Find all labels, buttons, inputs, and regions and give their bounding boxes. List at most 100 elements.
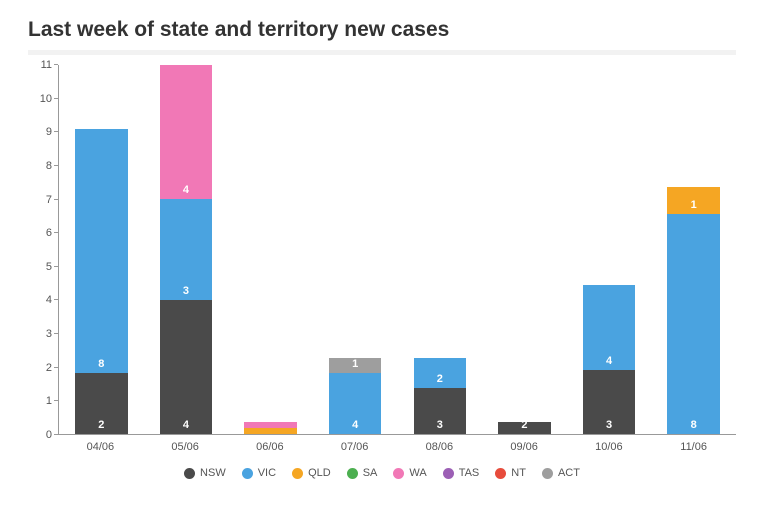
bar-segment-vic: 8 [75,129,127,373]
bar-segment-qld: 1 [667,187,719,214]
bar-slot: 32 [398,65,483,434]
y-tick-label: 6 [46,227,52,239]
segment-value-label: 1 [267,413,273,425]
segment-value-label: 8 [98,358,104,370]
segment-value-label: 1 [352,358,358,370]
bar-segment-vic: 4 [583,285,635,370]
legend: NSW VIC QLD SA WA TAS NT ACT [28,467,736,479]
segment-value-label: 8 [691,419,697,431]
segment-value-label: 2 [437,373,443,385]
legend-label: NT [511,467,526,479]
bar-segment-nsw: 3 [583,370,635,434]
bar-slot: 28 [59,65,144,434]
title-underline [28,50,736,55]
segment-value-label: 3 [606,419,612,431]
legend-swatch-icon [184,468,195,479]
bar-segment-nsw: 2 [75,373,127,434]
y-tick-label: 4 [46,294,52,306]
bar-segment-vic: 4 [329,373,381,434]
y-tick-label: 10 [40,93,52,105]
y-tick-label: 8 [46,160,52,172]
bar: 2 [498,367,550,434]
x-axis-labels: 04/0605/0606/0607/0608/0609/0610/0611/06 [58,435,736,453]
legend-item-wa: WA [393,467,426,479]
segment-value-label: 4 [183,419,189,431]
bar-slot: 41 [313,65,398,434]
bar: 41 [329,266,381,434]
bar-segment-vic: 8 [667,214,719,434]
legend-item-nsw: NSW [184,467,226,479]
legend-swatch-icon [242,468,253,479]
x-tick-label: 08/06 [397,441,482,453]
segment-value-label: 4 [352,419,358,431]
y-tick-label: 11 [41,59,52,71]
bar-segment-nsw: 2 [498,422,550,434]
bar: 32 [414,266,466,434]
y-axis: 01234567891011 [28,65,58,435]
bar: 4 3 4 [160,65,212,434]
bar-segment-vic: 2 [414,358,466,388]
bar: 34 [583,199,635,434]
chart-container: Last week of state and territory new cas… [0,0,758,511]
segment-value-label: 3 [437,419,443,431]
bar-slot: 81 [651,65,736,434]
bar-segment-wa: 1 [244,422,296,428]
segment-value-label: 3 [183,285,189,297]
bar-slot: 34 [567,65,652,434]
segment-value-label: 4 [183,184,189,196]
legend-item-sa: SA [347,467,378,479]
legend-swatch-icon [292,468,303,479]
y-tick-label: 7 [46,194,52,206]
bar-segment-wa: 4 [160,65,212,199]
bar-slot: 4 3 4 [144,65,229,434]
bar-slot: 2 [482,65,567,434]
segment-value-label: 2 [98,419,104,431]
segment-value-label: 1 [691,199,697,211]
y-tick-label: 5 [46,261,52,273]
segment-value-label: 4 [606,355,612,367]
legend-label: ACT [558,467,580,479]
x-tick-label: 10/06 [567,441,652,453]
legend-swatch-icon [443,468,454,479]
y-tick-label: 9 [46,126,52,138]
bar: 81 [667,132,719,434]
chart-title: Last week of state and territory new cas… [28,18,736,42]
bar: 28 [75,99,127,434]
plot-area: 2843411413223481 [58,65,736,435]
legend-item-tas: TAS [443,467,480,479]
bar-segment-vic: 3 [160,199,212,300]
y-tick-label: 2 [46,362,52,374]
x-tick-label: 07/06 [312,441,397,453]
bar-segment-act: 1 [329,358,381,373]
bar-segment-nsw: 4 [160,300,212,434]
bar-slot: 11 [228,65,313,434]
x-tick-label: 04/06 [58,441,143,453]
x-tick-label: 06/06 [228,441,313,453]
legend-item-vic: VIC [242,467,276,479]
bars-region: 2843411413223481 [59,65,736,434]
bar-segment-nsw: 3 [414,388,466,434]
legend-label: SA [363,467,378,479]
y-tick-label: 1 [46,395,52,407]
legend-swatch-icon [495,468,506,479]
legend-label: WA [409,467,426,479]
legend-item-qld: QLD [292,467,331,479]
bar: 11 [244,367,296,434]
legend-label: NSW [200,467,226,479]
legend-swatch-icon [393,468,404,479]
legend-item-nt: NT [495,467,526,479]
legend-swatch-icon [347,468,358,479]
plot-wrap: 01234567891011 2843411413223481 [28,65,736,435]
legend-swatch-icon [542,468,553,479]
bar-segment-qld: 1 [244,428,296,434]
legend-item-act: ACT [542,467,580,479]
x-tick-label: 11/06 [651,441,736,453]
x-tick-label: 09/06 [482,441,567,453]
segment-value-label: 2 [521,419,527,431]
y-tick-label: 3 [46,328,52,340]
legend-label: VIC [258,467,276,479]
legend-label: QLD [308,467,331,479]
x-tick-label: 05/06 [143,441,228,453]
y-tick-label: 0 [46,429,52,441]
legend-label: TAS [459,467,480,479]
